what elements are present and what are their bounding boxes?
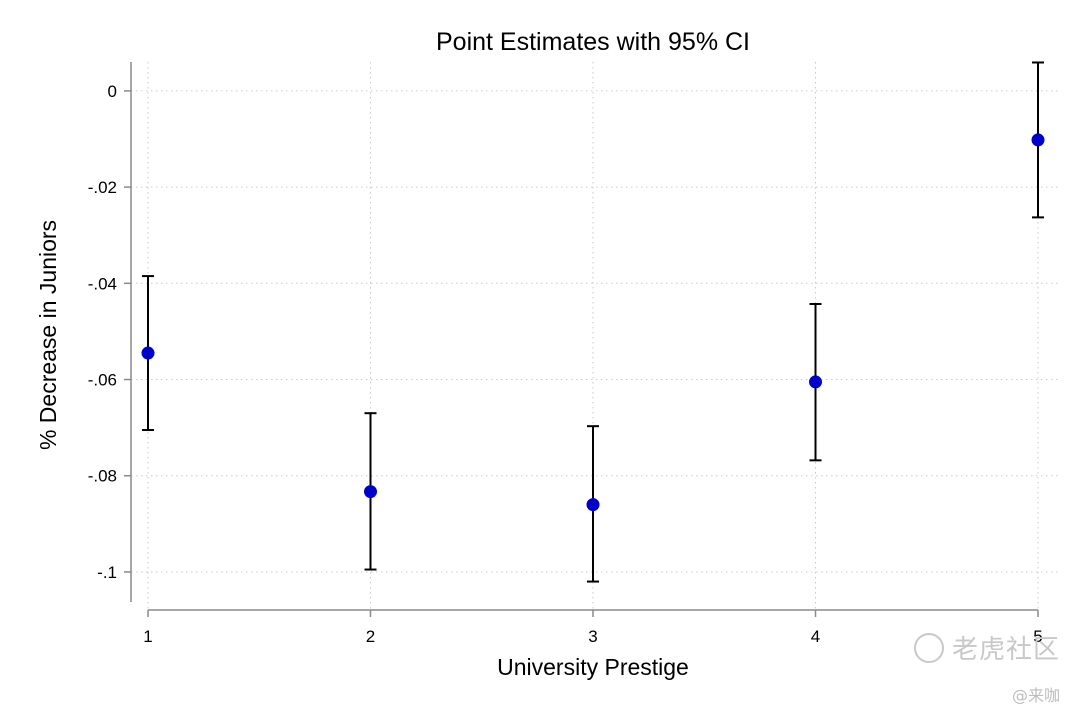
ci-group [586,425,600,583]
data-marks [141,61,1045,583]
x-tick-label: 3 [588,627,597,646]
axes: 0 -.02 -.04 -.06 -.08 -.1 1 2 3 4 5 [88,62,1043,646]
grid-lines [131,62,1058,610]
x-tick-label: 5 [1033,627,1042,646]
ci-group [809,302,822,462]
x-tick-label: 2 [366,627,375,646]
y-axis-label: % Decrease in Juniors [35,220,61,450]
chart-title: Point Estimates with 95% CI [436,28,750,56]
y-tick-label: -.08 [88,467,117,486]
watermark: 老虎社区 [913,629,1060,666]
y-tick-label: -.02 [88,178,117,197]
point-estimate [809,375,822,389]
y-tick-label: -.04 [88,274,117,293]
point-estimate [586,498,600,512]
y-tick-label: -.06 [88,371,117,390]
watermark-text: 老虎社区 [951,635,1060,665]
ci-group [1031,61,1045,219]
y-tick-label: -.1 [97,563,117,582]
x-axis-label: University Prestige [497,654,689,680]
x-tick-label: 1 [143,627,152,646]
point-estimate [1031,133,1045,147]
ci-group [364,412,377,571]
watermark-credit: @来咖 [1011,686,1060,705]
y-tick-label: 0 [108,82,117,101]
tiger-logo-icon [913,632,944,663]
x-tick-label: 4 [811,627,820,646]
point-estimate [141,346,155,360]
point-estimate [364,485,377,499]
ci-group [141,275,155,432]
